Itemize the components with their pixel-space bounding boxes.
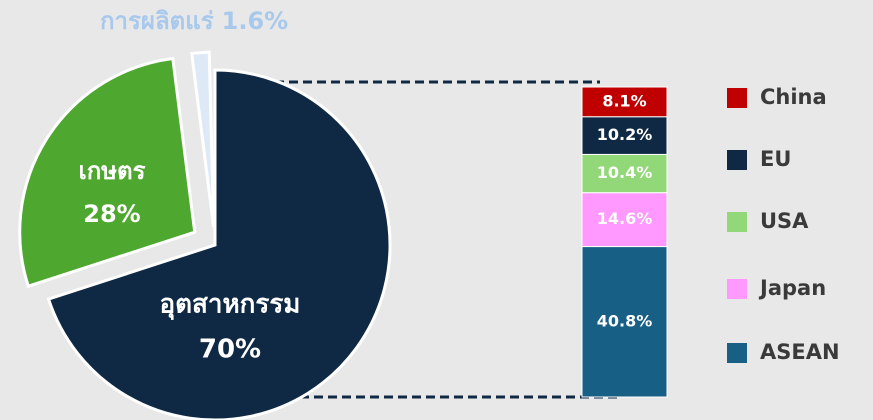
pie-slice: [18, 56, 197, 289]
slice-name: เกษตร: [78, 157, 145, 185]
legend-swatch: [727, 279, 747, 299]
legend-swatch: [727, 88, 747, 108]
data-label: 40.8%: [597, 311, 653, 330]
slice-value: 70%: [199, 335, 261, 365]
pie-slice: [190, 50, 216, 228]
slice-name: อุตสาหกรรม: [160, 290, 301, 321]
legend-label: EU: [760, 147, 791, 171]
legend-label: USA: [760, 209, 809, 233]
bar-segment: [581, 86, 668, 118]
data-label: 14.6%: [597, 209, 653, 228]
legend-swatch: [727, 150, 747, 170]
data-label: 10.4%: [597, 163, 653, 182]
slice-label: การผลิตแร่ 1.6%: [100, 7, 288, 35]
legend-label: ASEAN: [760, 340, 840, 364]
pie-slice: [46, 68, 392, 420]
bar-segment: [581, 116, 668, 155]
legend-swatch: [727, 343, 747, 363]
slice-value: 1.6%: [222, 7, 289, 35]
data-label: 10.2%: [597, 125, 653, 144]
data-label: 8.1%: [602, 91, 646, 110]
bar-segment: [581, 153, 668, 194]
bar-segment: [581, 192, 668, 248]
slice-value: 28%: [83, 200, 140, 228]
legend-label: China: [760, 85, 827, 109]
legend-label: Japan: [758, 276, 826, 300]
bar-segment: [581, 246, 668, 398]
slice-name: การผลิตแร่: [100, 7, 214, 35]
legend-swatch: [727, 212, 747, 232]
